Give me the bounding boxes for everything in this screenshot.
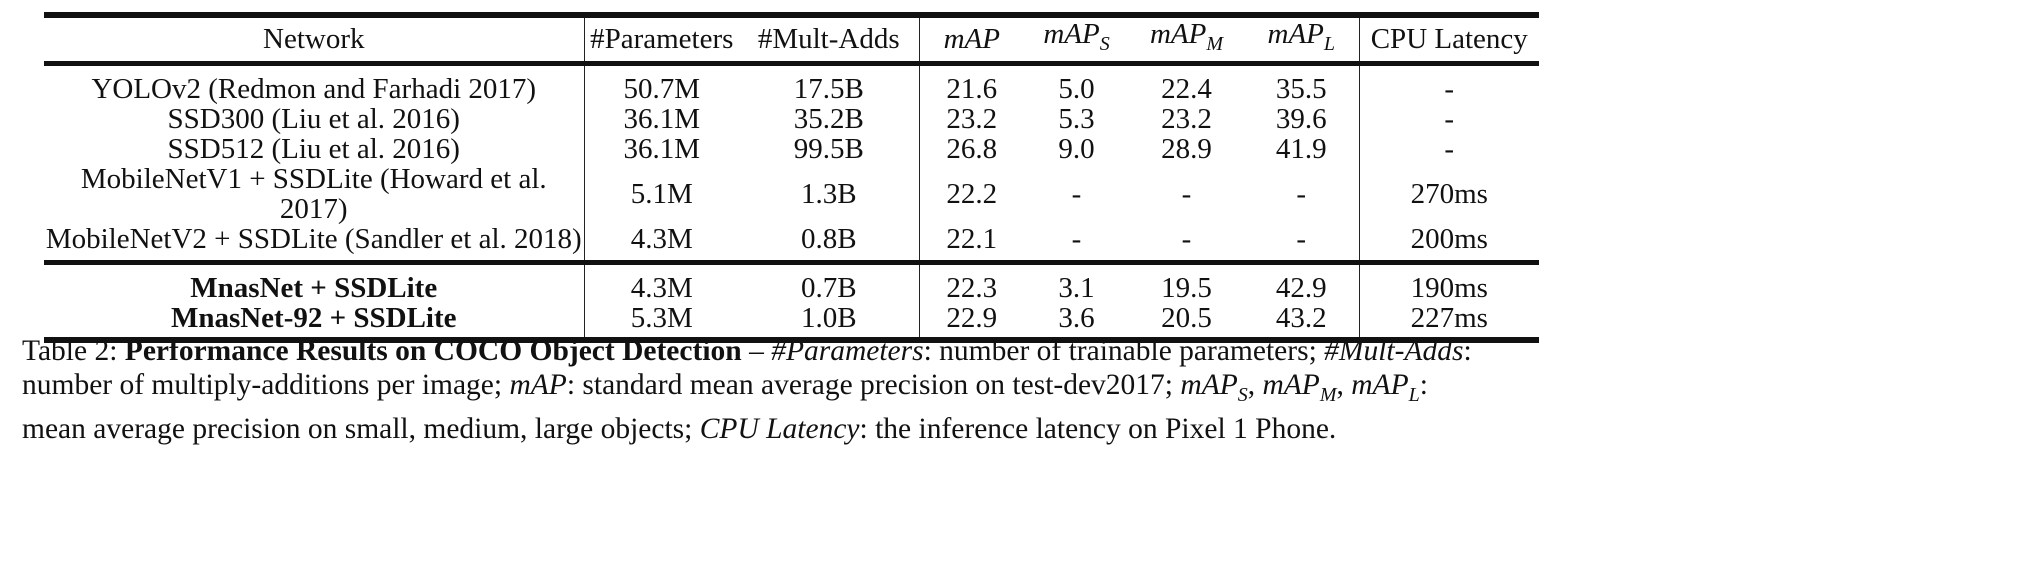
table-row: MnasNet + SSDLite 4.3M 0.7B 22.3 3.1 19.5 42.9…: [44, 262, 1539, 303]
table-row: SSD512 (Liu et al. 2016) 36.1M 99.5B 26.8 9.…: [44, 132, 1539, 165]
cell-map: 23.2: [918, 103, 1024, 134]
cell-map-m: -: [1181, 222, 1192, 255]
cell-latency: -: [1358, 103, 1539, 134]
cell-latency: 190ms: [1358, 262, 1539, 303]
cell-madds: 1.0B: [800, 301, 857, 334]
cell-map-l: 35.5: [1275, 72, 1327, 105]
mnasnet-rows: MnasNet + SSDLite 4.3M 0.7B 22.3 3.1 19.5 42.9…: [44, 262, 1539, 340]
table-header-row: Network #Parameters #Mult-Adds mAP mAPS …: [44, 15, 1539, 63]
cell-network: MobileNetV2 + SSDLite (Sandler et al. 20…: [45, 222, 582, 255]
table-row: SSD300 (Liu et al. 2016) 36.1M 35.2B 23.2 5.…: [44, 102, 1539, 135]
caption-line-2: number of multiply-additions per image; …: [22, 369, 1428, 406]
cell-network: MobileNetV1 + SSDLite (Howard et al. 201…: [80, 162, 547, 225]
cell-network: YOLOv2 (Redmon and Farhadi 2017): [91, 72, 537, 105]
cell-map-s: 3.1: [1058, 271, 1095, 304]
cell-map-s: 9.0: [1058, 132, 1095, 165]
table-row: MobileNetV2 + SSDLite (Sandler et al. 20…: [44, 222, 1539, 262]
cell-map-l: 39.6: [1275, 102, 1327, 135]
header-map-large: mAPL: [1267, 18, 1336, 56]
cell-params: 4.3M: [583, 223, 739, 262]
cell-madds: 99.5B: [793, 132, 864, 165]
cell-params: 4.3M: [583, 262, 739, 303]
cell-map-m: 23.2: [1161, 102, 1212, 135]
cell-map-m: -: [1181, 177, 1192, 210]
table-row: MnasNet-92 + SSDLite 5.3M 1.0B 22.9 3.6 20.5 4…: [44, 301, 1539, 340]
results-table: Network #Parameters #Mult-Adds mAP mAPS …: [44, 12, 1539, 343]
cell-madds: 0.8B: [800, 222, 857, 255]
cell-map: 22.9: [918, 302, 1024, 340]
cell-map: 22.1: [918, 223, 1024, 262]
cell-map-l: 41.9: [1275, 132, 1327, 165]
cell-map-m: 20.5: [1161, 301, 1212, 334]
caption-title: Performance Results on COCO Object Detec…: [124, 335, 742, 367]
cell-network: SSD512 (Liu et al. 2016): [167, 132, 460, 165]
cell-params: 50.7M: [583, 63, 739, 104]
cell-madds: 35.2B: [793, 102, 864, 135]
cell-map-m: 19.5: [1161, 271, 1212, 304]
cell-params: 36.1M: [583, 133, 739, 164]
header-map: mAP: [918, 15, 1024, 63]
cell-map-s: 5.0: [1058, 72, 1095, 105]
caption-line-3: mean average precision on small, medium,…: [22, 413, 1337, 445]
cell-map: 22.3: [918, 262, 1024, 303]
header-mult-adds: #Mult-Adds: [757, 23, 900, 56]
table-row: YOLOv2 (Redmon and Farhadi 2017) 50.7M 17.…: [44, 63, 1539, 104]
cell-network: MnasNet + SSDLite: [190, 271, 438, 304]
cell-map-s: -: [1071, 177, 1082, 210]
caption-line-1: Table 2: Performance Results on COCO Obj…: [22, 335, 1472, 367]
cell-latency: 270ms: [1358, 163, 1539, 224]
cell-map-s: 5.3: [1058, 102, 1095, 135]
cell-map-s: 3.6: [1058, 301, 1095, 334]
cell-latency: -: [1358, 63, 1539, 104]
header-network: Network: [263, 23, 365, 56]
table-row: MobileNetV1 + SSDLite (Howard et al. 201…: [44, 162, 1539, 225]
cell-latency: 227ms: [1358, 302, 1539, 340]
cell-network: MnasNet-92 + SSDLite: [170, 301, 457, 334]
cell-map-l: 42.9: [1275, 271, 1327, 304]
baseline-rows: YOLOv2 (Redmon and Farhadi 2017) 50.7M 17.…: [44, 63, 1539, 262]
table-caption: Table 2: Performance Results on COCO Obj…: [22, 334, 2022, 446]
cell-map-m: 22.4: [1161, 72, 1212, 105]
cell-network: SSD300 (Liu et al. 2016): [167, 102, 460, 135]
cell-map: 22.2: [918, 163, 1024, 224]
cell-madds: 17.5B: [793, 72, 864, 105]
header-map-small: mAPS: [1043, 18, 1110, 56]
cell-map-l: 43.2: [1275, 301, 1327, 334]
cell-latency: -: [1358, 133, 1539, 164]
cell-map-l: -: [1296, 177, 1307, 210]
cell-madds: 1.3B: [800, 177, 857, 210]
cell-map-s: -: [1071, 222, 1082, 255]
cell-map: 21.6: [918, 63, 1024, 104]
cell-params: 5.1M: [583, 163, 739, 224]
cell-map-m: 28.9: [1161, 132, 1212, 165]
cell-map: 26.8: [918, 133, 1024, 164]
cell-madds: 0.7B: [800, 271, 857, 304]
header-cpu-latency: CPU Latency: [1358, 15, 1539, 63]
cell-map-l: -: [1296, 222, 1307, 255]
header-params: #Parameters: [583, 15, 739, 63]
results-table-container: Network #Parameters #Mult-Adds mAP mAPS …: [44, 12, 1539, 343]
cell-params: 5.3M: [583, 302, 739, 340]
cell-latency: 200ms: [1358, 223, 1539, 262]
cell-params: 36.1M: [583, 103, 739, 134]
header-map-medium: mAPM: [1149, 18, 1224, 56]
